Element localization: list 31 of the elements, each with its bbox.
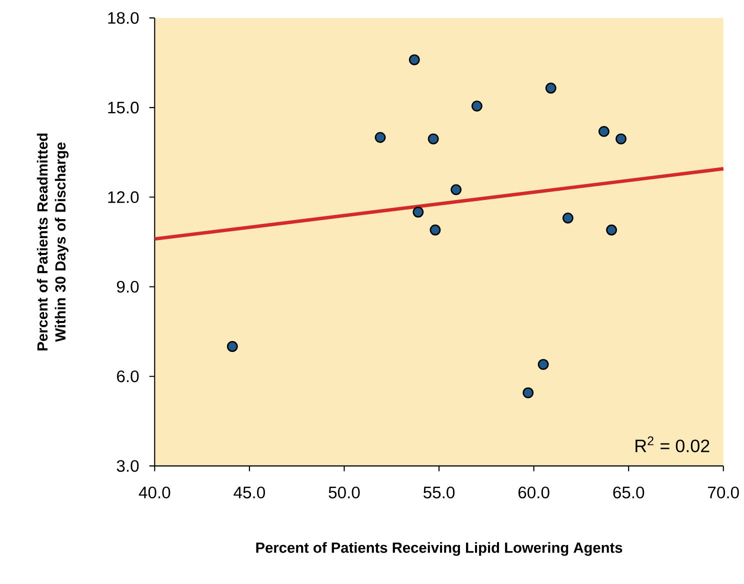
point (606, 224, 617, 236)
point (428, 134, 439, 145)
y-tick-label: 18.0 (108, 12, 139, 24)
point (538, 359, 549, 370)
point (412, 206, 424, 218)
x-tick-label: 50.0 (328, 486, 360, 499)
point (430, 224, 441, 236)
y-axis-title: Percent of Patients Readmitted Within 30 Days of Discharge (36, 134, 69, 350)
point (408, 54, 420, 66)
y-tick-label: 6.0 (117, 370, 139, 382)
x-tick-label: 60.0 (518, 486, 550, 499)
point (598, 126, 610, 138)
x-tick-label: 55.0 (424, 486, 455, 499)
x-tick-label: 65.0 (613, 486, 644, 499)
x-tick-label: 45.0 (234, 486, 265, 499)
point (374, 132, 386, 144)
y-tick-label: 12.0 (108, 191, 139, 204)
point (450, 184, 462, 196)
point (471, 100, 482, 112)
x-tick-label: 70.0 (708, 486, 739, 499)
point (616, 134, 626, 145)
point (226, 341, 238, 352)
point (522, 387, 534, 398)
y-tick-label: 3.0 (116, 460, 139, 472)
y-tick-label: 15.0 (108, 102, 139, 114)
point (562, 212, 574, 224)
annotation: R$^{2}$ = 0.02 (636, 436, 710, 452)
x-axis-title: Percent of Patients Receiving Lipid Lowering Agents (256, 542, 622, 556)
point (545, 82, 556, 94)
y-tick-label: 9.0 (116, 281, 139, 293)
x-tick-label: 40.0 (138, 486, 170, 499)
